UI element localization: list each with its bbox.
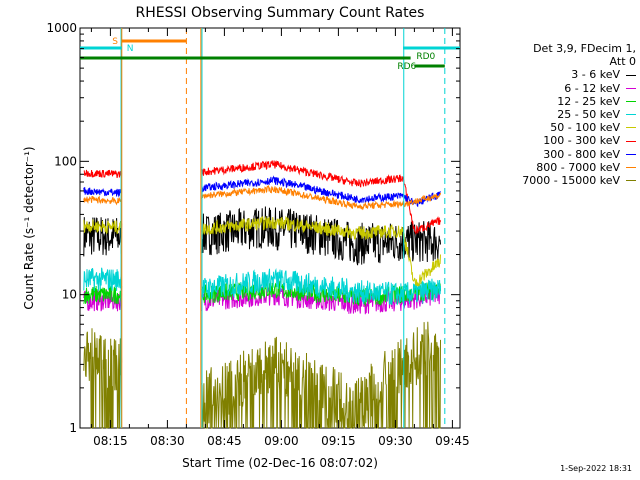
legend-label: 3 - 6 keV <box>571 68 620 82</box>
annot-s: S <box>112 37 118 47</box>
legend-item: 7000 - 15000 keV <box>470 174 636 187</box>
series-line-300-800-keV-1 <box>201 175 441 208</box>
x-tick-label: 08:30 <box>150 434 185 448</box>
series-line-300-800-keV-0 <box>83 187 123 198</box>
plot-area <box>79 27 461 429</box>
y-axis-label: Count Rate (s⁻¹ detector⁻¹) <box>22 146 36 309</box>
series-line-3-6-keV-0 <box>83 217 123 257</box>
legend-swatch <box>626 140 636 142</box>
x-tick-label: 08:15 <box>93 434 128 448</box>
legend-item: 50 - 100 keV <box>470 121 636 134</box>
legend-item: 6 - 12 keV <box>470 82 636 95</box>
legend-label: 7000 - 15000 keV <box>522 174 620 188</box>
legend-swatch <box>626 100 636 102</box>
legend-header: Det 3,9, FDecim 1, <box>470 42 636 55</box>
legend-swatch <box>626 153 636 155</box>
series-line-25-50-keV-0 <box>83 267 123 292</box>
legend: Det 3,9, FDecim 1, Att 0 3 - 6 keV 6 - 12… <box>470 42 636 187</box>
footer-timestamp: 1-Sep-2022 18:31 <box>560 464 632 473</box>
y-tick-label: 100 <box>54 154 77 168</box>
legend-swatch <box>626 114 636 116</box>
x-tick-label: 09:30 <box>378 434 413 448</box>
legend-item: 100 - 300 keV <box>470 134 636 147</box>
legend-label: 50 - 100 keV <box>550 121 620 135</box>
legend-entries: 3 - 6 keV 6 - 12 keV 12 - 25 keV 25 - 50 ke… <box>470 68 636 187</box>
legend-label: 12 - 25 keV <box>557 94 620 108</box>
legend-header-2: Att 0 <box>470 55 636 68</box>
legend-swatch <box>626 180 636 182</box>
series-line-12-25-keV-0 <box>83 285 123 305</box>
x-axis-label: Start Time (02-Dec-16 08:07:02) <box>182 456 378 470</box>
y-tick-label: 10 <box>62 288 77 302</box>
series-layer <box>83 159 441 429</box>
series-line-100-300-keV-0 <box>83 169 123 178</box>
legend-header-line1: Det 3,9, FDecim 1, <box>533 42 636 55</box>
legend-swatch <box>626 127 636 129</box>
series-line-25-50-keV-1 <box>201 268 441 306</box>
legend-item: 12 - 25 keV <box>470 95 636 108</box>
legend-item: 3 - 6 keV <box>470 68 636 81</box>
y-tick-label: 1000 <box>46 21 77 35</box>
legend-item: 800 - 7000 keV <box>470 161 636 174</box>
y-tick-label: 1 <box>69 421 77 435</box>
chart-title: RHESSI Observing Summary Count Rates <box>136 5 425 21</box>
legend-item: 25 - 50 keV <box>470 108 636 121</box>
annot-rd0: RD0 <box>416 52 435 62</box>
annot-rd6: RD6 <box>397 62 416 72</box>
legend-label: 300 - 800 keV <box>543 147 620 161</box>
legend-swatch <box>626 74 636 76</box>
series-line-50-100-keV-1 <box>201 215 441 287</box>
legend-header-line2: Att 0 <box>609 55 636 69</box>
legend-label: 25 - 50 keV <box>557 108 620 122</box>
series-line-50-100-keV-0 <box>83 219 123 235</box>
x-tick-label: 09:00 <box>264 434 299 448</box>
legend-label: 800 - 7000 keV <box>536 160 620 174</box>
legend-label: 6 - 12 keV <box>564 81 620 95</box>
legend-swatch <box>626 166 636 168</box>
series-line-800-7000-keV-0 <box>83 195 123 206</box>
series-line-7000-15000-keV-0 <box>83 328 123 429</box>
legend-item: 300 - 800 keV <box>470 148 636 161</box>
series-line-6-12-keV-1 <box>201 285 441 315</box>
legend-label: 100 - 300 keV <box>543 134 620 148</box>
x-tick-label: 08:45 <box>207 434 242 448</box>
series-line-800-7000-keV-1 <box>201 184 441 211</box>
x-tick-label: 09:45 <box>435 434 470 448</box>
axes-layer: 08:15 08:30 08:45 09:00 09:15 09:30 09:45 1 10 10… <box>46 21 469 448</box>
x-tick-label: 09:15 <box>321 434 356 448</box>
legend-swatch <box>626 87 636 89</box>
plot-frame <box>79 27 461 429</box>
series-line-7000-15000-keV-1 <box>201 321 441 429</box>
series-line-3-6-keV-1 <box>201 206 441 266</box>
annot-n: N <box>127 44 134 54</box>
series-line-100-300-keV-1 <box>201 159 441 235</box>
